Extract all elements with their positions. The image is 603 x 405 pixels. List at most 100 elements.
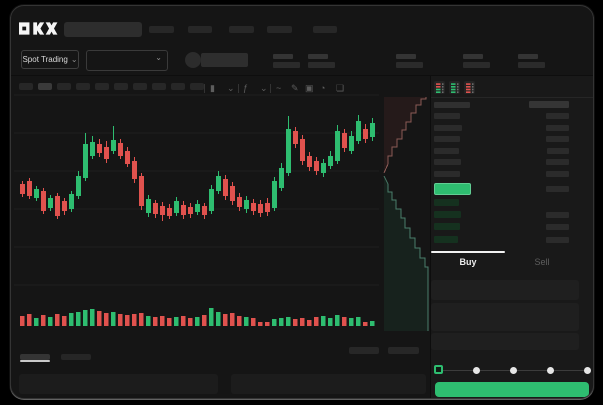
candlestick-chart[interactable] [14,76,429,368]
nav-item-4[interactable] [267,26,292,33]
ask-row-amount [546,124,569,131]
candle-body [27,181,32,196]
ask-row-price[interactable] [434,171,460,177]
interval-button-3[interactable] [57,83,71,90]
nav-item-5[interactable] [313,26,337,33]
coin-icon [185,52,201,68]
interval-button-2[interactable] [38,83,52,90]
search-input[interactable] [64,22,142,37]
volume-bar [181,316,186,326]
volume-bar [272,319,277,326]
slider-tick-75[interactable] [546,367,554,374]
chevron-down-icon[interactable]: ⌄ [260,83,268,93]
bid-row-price[interactable] [434,211,461,219]
interval-button-8[interactable] [152,83,166,90]
volume-bar [167,318,172,326]
draw-icon[interactable]: ✎ [291,83,299,93]
order-form-field-3[interactable] [431,333,579,350]
orderbook-asks-view-icon[interactable] [464,81,475,94]
volume-bar [34,318,39,326]
ask-row-amount [546,136,569,143]
volume-bar [244,317,249,326]
volume-bar [146,316,151,326]
fullscreen-icon[interactable]: ❏ [336,83,345,93]
indicators-icon[interactable]: ƒ [243,83,249,93]
volume-bar [293,319,298,326]
depth-bids-area [384,176,428,331]
orderbook-combined-view-icon[interactable] [434,81,445,94]
bid-row-price[interactable] [434,223,460,231]
volume-bar [237,316,242,326]
volume-bar [279,318,284,326]
nav-item-2[interactable] [188,26,212,33]
interval-button-1[interactable] [19,83,33,90]
candle-body [230,186,235,201]
volume-bar [48,317,53,326]
volume-bar [223,314,228,326]
chart-bottom-tab-2[interactable] [61,354,91,360]
volume-bar [55,314,60,326]
orderbook-bids-view-icon[interactable] [449,81,460,94]
tab-buy[interactable]: Buy [459,257,477,267]
slider-tick-100[interactable] [583,367,591,374]
interval-button-7[interactable] [133,83,147,90]
bid-row-amount [546,236,569,243]
volume-bar [41,315,46,326]
slider-tick-50[interactable] [509,367,517,374]
candle-body [125,151,130,164]
ask-row-price[interactable] [434,147,459,154]
ask-row-amount [546,171,569,177]
nav-item-3[interactable] [229,26,254,33]
interval-button-5[interactable] [95,83,109,90]
market-type-dropdown[interactable]: Spot Trading ⌄ [21,50,79,69]
order-form-field-1[interactable] [431,280,579,300]
chart-footer-pill-1[interactable] [349,347,379,354]
volume-bar [328,318,333,326]
volume-bar [139,313,144,326]
chevron-down-icon: ⌄ [70,54,78,64]
bid-row-price[interactable] [434,199,459,206]
slider-tick-25[interactable] [472,367,480,374]
okx-logo[interactable] [19,22,58,35]
chart-footer-pill-2[interactable] [388,347,419,354]
volume-bar [153,317,158,326]
chevron-down-icon[interactable]: ⌄ [227,83,235,93]
amount-slider-handle[interactable] [434,365,443,374]
nav-item-1[interactable] [149,26,174,33]
volume-bar [125,315,130,326]
interval-button-6[interactable] [114,83,128,90]
ask-row-price[interactable] [434,124,462,131]
ask-row-amount [546,159,569,166]
history-icon[interactable]: ◔ [320,83,326,93]
candle-body [195,204,200,212]
header-divider [11,75,593,76]
interval-button-4[interactable] [76,83,90,90]
panel-divider [430,76,431,398]
tab-sell[interactable]: Sell [534,257,550,267]
line-tool-icon[interactable]: ~ [276,83,282,93]
candle-body [251,203,256,211]
ask-row-price[interactable] [434,136,460,143]
orderbook-header-right [529,101,569,108]
ask-row-price[interactable] [434,159,461,166]
candle-body [167,208,172,216]
last-price-bar[interactable] [434,183,471,195]
chart-bottom-tab-1[interactable] [20,354,50,360]
candles-icon[interactable]: ▮ [210,83,215,93]
pair-selector-dropdown[interactable]: ⌄ [86,50,168,71]
camera-icon[interactable]: ▣ [305,83,314,93]
candle-body [209,189,214,211]
volume-bar [104,313,109,326]
candle-body [48,198,53,208]
ask-row-price[interactable] [434,113,460,119]
interval-button-9[interactable] [171,83,185,90]
order-form-field-2[interactable] [431,303,579,331]
interval-button-10[interactable] [190,83,204,90]
candle-body [321,163,326,173]
buy-submit-button[interactable] [435,382,589,397]
candle-body [300,139,305,161]
candle-body [160,206,165,215]
depth-asks-area [384,97,426,173]
candle-body [55,196,60,216]
bid-row-price[interactable] [434,235,458,243]
